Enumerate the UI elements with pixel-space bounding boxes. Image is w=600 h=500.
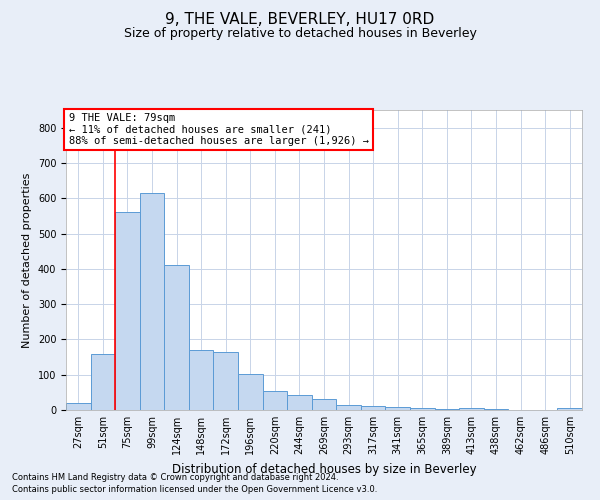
Bar <box>140 193 164 410</box>
Bar <box>115 212 140 410</box>
Bar <box>164 266 189 410</box>
Y-axis label: Number of detached properties: Number of detached properties <box>22 172 32 348</box>
Text: Contains HM Land Registry data © Crown copyright and database right 2024.: Contains HM Land Registry data © Crown c… <box>12 472 338 482</box>
Text: Size of property relative to detached houses in Beverley: Size of property relative to detached ho… <box>124 28 476 40</box>
X-axis label: Distribution of detached houses by size in Beverley: Distribution of detached houses by size … <box>172 462 476 475</box>
Bar <box>361 406 385 410</box>
Bar <box>263 390 287 410</box>
Text: 9, THE VALE, BEVERLEY, HU17 0RD: 9, THE VALE, BEVERLEY, HU17 0RD <box>166 12 434 28</box>
Bar <box>385 407 410 410</box>
Bar <box>336 404 361 410</box>
Bar <box>91 354 115 410</box>
Bar <box>434 409 459 410</box>
Text: 9 THE VALE: 79sqm
← 11% of detached houses are smaller (241)
88% of semi-detache: 9 THE VALE: 79sqm ← 11% of detached hous… <box>68 113 368 146</box>
Bar <box>287 395 312 410</box>
Bar <box>459 408 484 410</box>
Bar <box>410 408 434 410</box>
Bar <box>189 350 214 410</box>
Text: Contains public sector information licensed under the Open Government Licence v3: Contains public sector information licen… <box>12 485 377 494</box>
Bar <box>66 403 91 410</box>
Bar <box>238 374 263 410</box>
Bar <box>214 352 238 410</box>
Bar <box>312 398 336 410</box>
Bar <box>557 408 582 410</box>
